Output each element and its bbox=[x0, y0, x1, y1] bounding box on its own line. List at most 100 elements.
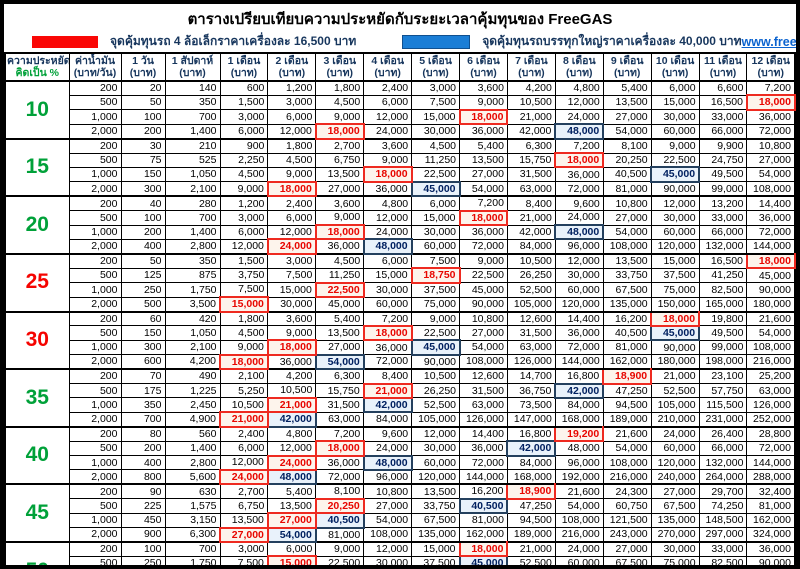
fuel-cost-cell: 200 bbox=[68, 252, 122, 269]
savings-cell: 18,000 bbox=[266, 180, 317, 198]
savings-cell: 75,000 bbox=[650, 282, 700, 298]
savings-cell: 60,000 bbox=[411, 455, 461, 471]
savings-cell: 8,100 bbox=[315, 483, 365, 500]
table-row: 1,000 350 2,450 10,500 21,000 31,500 42,000 52,… bbox=[5, 396, 796, 414]
savings-cell: 10,800 bbox=[363, 483, 413, 500]
savings-cell: 80 bbox=[120, 425, 166, 442]
savings-cell: 126,000 bbox=[746, 397, 796, 413]
fuel-cost-cell: 500 bbox=[68, 555, 122, 565]
savings-cell: 3,000 bbox=[219, 210, 269, 226]
fuel-cost-cell: 200 bbox=[68, 425, 122, 442]
savings-cell: 7,500 bbox=[219, 282, 269, 298]
savings-cell: 1,050 bbox=[164, 166, 221, 183]
corner-header: ความประหยัด คิดเป็น % bbox=[4, 52, 70, 82]
savings-cell: 14,400 bbox=[746, 195, 796, 212]
savings-cell: 6,300 bbox=[315, 368, 365, 385]
savings-cell: 94,500 bbox=[602, 397, 652, 413]
savings-cell: 120,000 bbox=[650, 455, 700, 471]
savings-cell: 45,000 bbox=[410, 339, 461, 356]
corner-header-line2: คิดเป็น % bbox=[15, 67, 60, 79]
savings-cell: 52,500 bbox=[411, 397, 461, 413]
savings-cell: 14,400 bbox=[459, 425, 508, 442]
savings-cell: 198,000 bbox=[698, 354, 748, 370]
savings-cell: 27,000 bbox=[459, 166, 508, 183]
table-row: 500 150 1,050 4,500 9,000 13,500 18,000 22,500 2… bbox=[5, 324, 796, 342]
savings-cell: 450 bbox=[120, 512, 166, 529]
table-row: 2,000 600 4,200 18,000 36,000 54,000 72,000 90,… bbox=[5, 353, 796, 371]
savings-cell: 67,500 bbox=[602, 555, 652, 565]
savings-cell: 18,000 bbox=[554, 152, 605, 169]
savings-cell: 36,000 bbox=[459, 123, 508, 140]
fuel-cost-cell: 1,000 bbox=[68, 339, 122, 356]
savings-cell: 210 bbox=[164, 137, 221, 154]
savings-cell: 7,500 bbox=[411, 94, 461, 111]
fuel-cost-cell: 1,000 bbox=[68, 455, 122, 471]
savings-cell: 4,800 bbox=[267, 425, 317, 442]
savings-cell: 147,000 bbox=[506, 411, 556, 428]
savings-cell: 9,000 bbox=[459, 94, 508, 111]
savings-cell: 45,000 bbox=[315, 296, 365, 313]
savings-cell: 1,050 bbox=[164, 325, 221, 341]
website-link[interactable]: www.free-gass.com bbox=[741, 34, 797, 49]
savings-cell: 108,000 bbox=[363, 527, 413, 543]
savings-cell: 42,000 bbox=[506, 123, 556, 140]
savings-cell: 6,000 bbox=[267, 210, 317, 226]
savings-cell: 81,000 bbox=[459, 512, 508, 529]
savings-cell: 30,000 bbox=[650, 210, 700, 226]
savings-cell: 18,000 bbox=[362, 324, 413, 342]
table-row: 500 125 875 3,750 7,500 11,250 15,000 18,750 22,… bbox=[5, 267, 796, 284]
savings-cell: 7,200 bbox=[746, 79, 796, 96]
savings-cell: 18,900 bbox=[602, 368, 653, 385]
savings-cell: 16,800 bbox=[506, 425, 556, 442]
savings-cell: 12,600 bbox=[506, 310, 556, 327]
savings-cell: 21,000 bbox=[506, 540, 556, 557]
savings-cell: 121,500 bbox=[602, 512, 652, 529]
savings-cell: 16,200 bbox=[602, 310, 652, 327]
savings-cell: 12,600 bbox=[459, 368, 508, 385]
savings-cell: 3,600 bbox=[459, 79, 508, 96]
savings-cell: 189,000 bbox=[506, 527, 556, 543]
savings-cell: 24,000 bbox=[554, 540, 604, 557]
savings-cell: 600 bbox=[219, 79, 269, 96]
savings-cell: 48,000 bbox=[362, 454, 413, 471]
savings-cell: 18,000 bbox=[745, 94, 796, 111]
savings-cell: 40,500 bbox=[314, 512, 365, 529]
savings-cell: 99,000 bbox=[698, 181, 748, 197]
savings-cell: 6,000 bbox=[363, 252, 413, 269]
savings-cell: 75,000 bbox=[650, 555, 700, 565]
savings-cell: 73,500 bbox=[506, 397, 556, 413]
savings-cell: 24,750 bbox=[698, 152, 748, 168]
savings-cell: 18,750 bbox=[410, 267, 461, 284]
savings-cell: 54,000 bbox=[602, 224, 652, 240]
savings-cell: 26,250 bbox=[506, 267, 556, 284]
savings-cell: 54,000 bbox=[746, 166, 796, 183]
fuel-cost-cell: 2,000 bbox=[68, 181, 122, 197]
savings-cell: 3,000 bbox=[219, 540, 269, 557]
savings-cell: 27,000 bbox=[219, 526, 269, 544]
fuel-cost-cell: 200 bbox=[68, 540, 122, 557]
savings-cell: 49,500 bbox=[698, 166, 748, 183]
savings-cell: 6,000 bbox=[219, 123, 269, 140]
savings-cell: 1,750 bbox=[164, 282, 221, 298]
percent-label: 35 bbox=[4, 368, 70, 428]
savings-cell: 27,000 bbox=[315, 181, 365, 197]
savings-cell: 4,900 bbox=[164, 411, 221, 428]
table-row: 1,000 400 2,800 12,000 24,000 36,000 48,000 60,… bbox=[5, 454, 796, 471]
savings-cell: 100 bbox=[120, 109, 166, 125]
savings-cell: 31,500 bbox=[315, 397, 365, 413]
savings-cell: 125 bbox=[120, 267, 166, 284]
table-row: 1,000 100 700 3,000 6,000 9,000 12,000 15,000 18… bbox=[5, 108, 796, 126]
savings-cell: 19,200 bbox=[554, 425, 605, 443]
savings-cell: 31,500 bbox=[506, 166, 556, 183]
savings-cell: 13,500 bbox=[602, 94, 652, 111]
savings-cell: 54,000 bbox=[602, 440, 652, 457]
savings-cell: 6,300 bbox=[164, 527, 221, 543]
savings-cell: 24,000 bbox=[266, 238, 317, 255]
savings-cell: 27,000 bbox=[650, 483, 700, 500]
savings-cell: 27,000 bbox=[266, 512, 317, 529]
savings-cell: 300 bbox=[120, 181, 166, 197]
savings-cell: 2,450 bbox=[164, 397, 221, 413]
table-row: 2,000 900 6,300 27,000 54,000 81,000 108,000 13… bbox=[5, 526, 796, 544]
savings-cell: 75 bbox=[120, 152, 166, 168]
savings-cell: 9,600 bbox=[554, 195, 604, 212]
